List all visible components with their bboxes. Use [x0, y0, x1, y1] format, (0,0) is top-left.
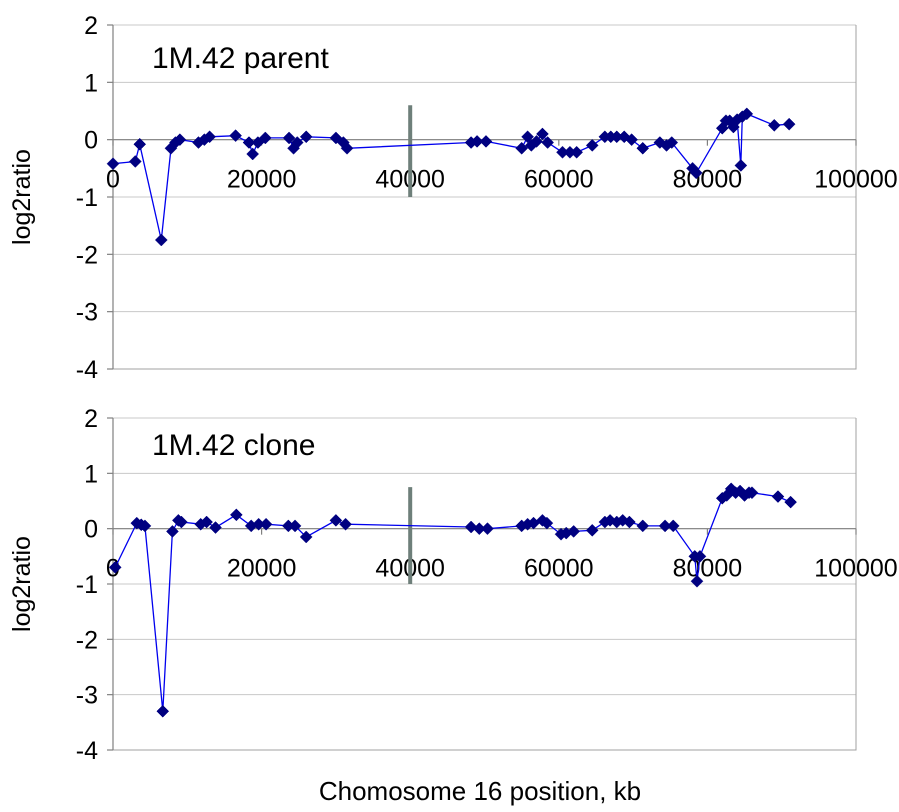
parent-y-tick-label: 1 [84, 69, 98, 97]
parent-data-point [734, 159, 748, 172]
parent-data-point [515, 141, 529, 155]
clone-data-point [771, 490, 785, 503]
parent-y-tick-label: -3 [76, 299, 98, 327]
clone-data-point [693, 549, 707, 563]
clone-x-tick-label: 100000 [814, 555, 897, 583]
parent-data-point [479, 135, 493, 148]
parent-data-point [470, 135, 484, 148]
clone-data-point [209, 521, 222, 534]
clone-data-point [745, 486, 759, 500]
clone-data-point [464, 520, 478, 534]
parent-data-point [530, 135, 543, 148]
clone-data-point [288, 519, 302, 533]
parent-data-point [541, 136, 555, 149]
parent-y-tick-label: 2 [84, 12, 98, 40]
parent-x-tick-label: 60000 [524, 166, 594, 194]
clone-data-point [229, 508, 243, 522]
clone-x-tick-label: 80000 [673, 555, 743, 583]
clone-data-point [259, 517, 273, 531]
parent-data-point [625, 133, 638, 147]
parent-y-axis-label: log2ratio [8, 149, 36, 245]
clone-data-point [339, 517, 352, 531]
parent-data-point [665, 136, 679, 149]
clone-data-point [481, 522, 494, 536]
clone-data-point [299, 530, 313, 544]
clone-data-point [784, 495, 797, 509]
clone-data-point [108, 561, 122, 574]
parent-chart-title: 1M.42 parent [152, 42, 329, 75]
clone-data-point [329, 514, 343, 527]
clone-y-tick-label: 0 [84, 516, 98, 544]
clone-data-point [138, 519, 152, 533]
parent-data-point [290, 136, 304, 149]
parent-data-point [133, 137, 147, 151]
clone-data-point [666, 519, 680, 533]
parent-y-tick-label: -1 [76, 184, 98, 212]
clone-series-line [114, 487, 791, 712]
parent-y-tick-label: -4 [76, 356, 98, 384]
clone-data-point [166, 525, 179, 538]
parent-x-tick-label: 20000 [227, 166, 297, 194]
clone-data-point [567, 525, 581, 538]
parent-x-tick-label: 100000 [814, 166, 897, 194]
parent-data-point [340, 141, 354, 155]
parent-data-point [128, 155, 142, 168]
parent-data-point [106, 157, 120, 171]
parent-y-tick-label: -2 [76, 241, 98, 269]
x-axis-label: Chomosome 16 position, kb [319, 776, 641, 806]
clone-y-tick-label: -4 [76, 737, 98, 765]
parent-data-point [585, 139, 599, 152]
parent-data-point [258, 131, 272, 145]
parent-data-point [173, 133, 187, 147]
chart-panel-clone: 210-1-2-3-4020000400006000080000100000lo… [8, 405, 898, 765]
parent-data-point [536, 127, 549, 141]
clone-y-tick-label: -1 [76, 571, 98, 599]
clone-data-point [156, 704, 170, 718]
parent-data-point [636, 141, 650, 155]
parent-data-point [203, 130, 216, 144]
clone-y-tick-label: -2 [76, 626, 98, 654]
parent-data-point [246, 147, 260, 161]
parent-data-point [782, 117, 796, 131]
clone-data-point [690, 574, 704, 588]
clone-x-tick-label: 60000 [524, 555, 594, 583]
parent-data-point [242, 136, 256, 149]
parent-data-point [689, 166, 703, 180]
clone-y-tick-label: -3 [76, 682, 98, 710]
clone-data-point [623, 515, 636, 529]
parent-y-tick-label: 0 [84, 127, 98, 155]
clone-x-tick-label: 20000 [227, 555, 297, 583]
clone-data-point [636, 519, 650, 533]
parent-data-point [767, 118, 781, 132]
chart-panel-parent: 210-1-2-3-4020000400006000080000100000lo… [8, 12, 898, 384]
parent-data-point [282, 131, 296, 145]
clone-y-tick-label: 2 [84, 405, 98, 433]
parent-data-point [229, 129, 242, 143]
clone-data-point [200, 515, 213, 529]
parent-x-tick-label: 0 [106, 166, 120, 194]
clone-data-point [585, 523, 599, 537]
clone-data-point [175, 515, 188, 529]
parent-data-point [740, 107, 754, 121]
parent-x-tick-label: 80000 [673, 166, 743, 194]
parent-data-point [299, 130, 313, 144]
parent-data-point [154, 233, 168, 247]
clone-y-axis-label: log2ratio [8, 536, 36, 632]
clone-data-point [540, 516, 554, 530]
clone-y-tick-label: 1 [84, 460, 98, 488]
parent-data-point [570, 145, 583, 159]
clone-chart-title: 1M.42 clone [152, 429, 315, 462]
